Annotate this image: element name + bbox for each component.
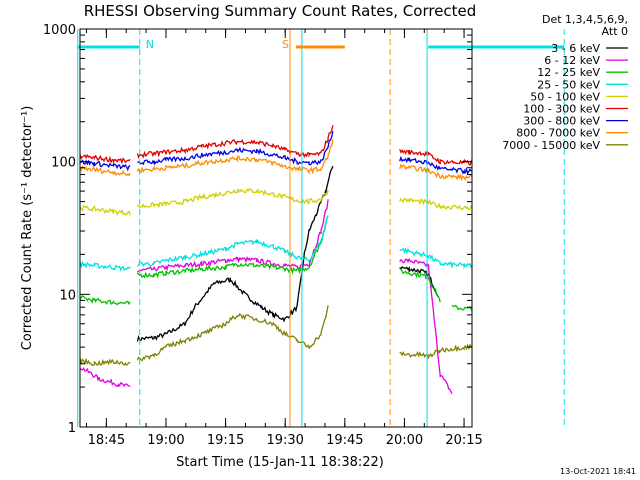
legend-entry: 800 - 7000 keV: [516, 127, 600, 140]
x-tick-label: 19:30: [266, 433, 303, 448]
series-line-2: [80, 365, 131, 388]
series-line-10: [80, 260, 131, 272]
legend-entry: 25 - 50 keV: [537, 78, 600, 91]
series-line-19: [80, 159, 131, 172]
legend-entry: 7000 - 15000 keV: [502, 139, 600, 152]
x-axis-label: Start Time (15-Jan-11 18:38:22): [176, 455, 384, 470]
axes-layer: 18:45 19:00 19:15 19:30 19:45 20:00 20:15 1 10 10…: [43, 23, 483, 448]
series-line-14: [136, 187, 329, 209]
legend-header: Att 0: [602, 25, 628, 38]
series-line-4: [399, 258, 453, 395]
x-tick-label: 20:00: [386, 433, 423, 448]
legend-entry: 3 - 6 keV: [551, 42, 600, 55]
legend-entry: 12 - 25 keV: [537, 66, 600, 79]
series-line-24: [399, 163, 472, 182]
legend-entry: 300 - 800 keV: [523, 115, 600, 128]
series-line-7: [136, 215, 329, 279]
series-line-27: [399, 343, 472, 360]
observing-bar-label: S: [282, 38, 289, 51]
footer-timestamp: 13-Oct-2021 18:41: [560, 467, 636, 476]
legend-header: Det 1,3,4,5,6,9,: [542, 13, 628, 26]
series-line-13: [80, 204, 131, 216]
series-layer: [80, 125, 569, 406]
y-axis-label: Corrected Count Rate (s⁻¹ detector⁻¹): [20, 106, 35, 351]
series-line-18: [399, 148, 472, 167]
observing-bar-label: N: [146, 38, 154, 51]
series-line-22: [80, 165, 131, 177]
series-line-17: [136, 125, 334, 160]
series-line-25: [80, 357, 131, 367]
x-tick-label: 18:45: [88, 433, 125, 448]
y-tick-label: 100: [51, 156, 76, 171]
series-line-15: [399, 197, 472, 211]
series-line-5: [476, 399, 569, 406]
y-tick-label: 10: [59, 288, 76, 303]
series-line-23: [136, 139, 334, 175]
x-tick-label: 19:15: [207, 433, 244, 448]
series-line-12: [399, 247, 472, 270]
y-tick-label: 1000: [43, 23, 76, 38]
y-tick-label: 1: [68, 421, 76, 436]
series-line-3: [137, 199, 329, 273]
legend-entry: 50 - 100 keV: [530, 90, 600, 103]
x-tick-label: 19:00: [147, 433, 184, 448]
x-tick-label: 19:45: [326, 433, 363, 448]
series-line-6: [80, 295, 131, 306]
series-line-26: [136, 305, 329, 362]
series-line-16: [80, 153, 131, 165]
series-line-1: [399, 265, 439, 297]
plot-frame: [79, 28, 473, 428]
legend-entry: 6 - 12 keV: [544, 54, 600, 67]
legend-entry: 100 - 300 keV: [523, 103, 600, 116]
series-line-8: [399, 268, 441, 303]
x-tick-label: 20:15: [445, 433, 482, 448]
series-line-11: [137, 215, 329, 267]
chart-title: RHESSI Observing Summary Count Rates, Co…: [84, 2, 477, 20]
